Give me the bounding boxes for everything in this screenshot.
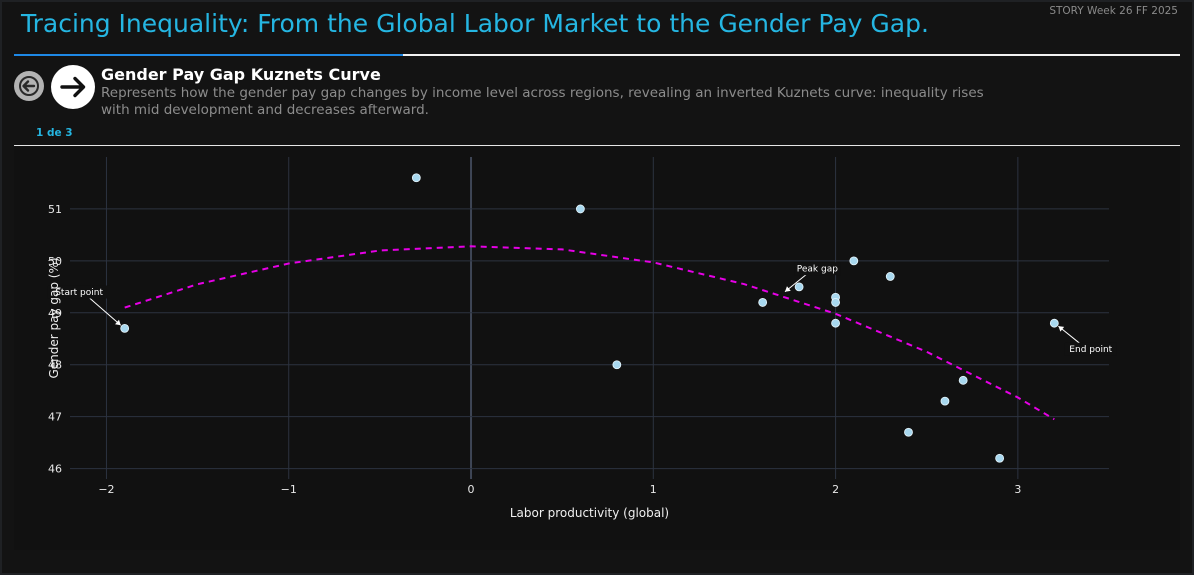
point-layer [120, 173, 1059, 463]
y-tick-label: 48 [48, 359, 62, 372]
y-tick-label: 49 [48, 307, 62, 320]
chart-panel: Start point Peak gap End point −2 −1 0 1 2 3 46 4… [14, 147, 1180, 550]
annotation-arrowhead [784, 286, 791, 292]
previous-slide-button[interactable] [14, 71, 44, 101]
data-point[interactable] [995, 453, 1005, 463]
trend-line [124, 245, 1055, 421]
y-axis-title: Gender pay gap (%) [47, 257, 61, 378]
arrow-right-icon [60, 76, 86, 98]
y-tick-label: 50 [48, 255, 62, 268]
annotation-label-bg [1064, 342, 1117, 356]
data-point[interactable] [575, 204, 585, 214]
y-tick-label: 47 [48, 411, 62, 424]
trend-layer [124, 245, 1055, 421]
slide-divider [14, 145, 1180, 146]
data-point[interactable] [758, 298, 768, 307]
tick-layer: −2 −1 0 1 2 3 46 47 48 49 50 51 [48, 203, 1021, 496]
annotation-label-bg [794, 262, 841, 276]
x-tick-label: −1 [281, 483, 297, 496]
arrow-left-icon [19, 76, 39, 96]
data-point[interactable] [831, 298, 840, 307]
data-point[interactable] [120, 323, 130, 333]
data-point[interactable] [849, 256, 859, 266]
slide-description: Represents how the gender pay gap change… [101, 85, 984, 118]
grid-layer [70, 157, 1109, 479]
slide-counter: 1 de 3 [36, 127, 73, 139]
data-point[interactable] [612, 360, 622, 370]
x-tick-label: 1 [650, 483, 657, 496]
x-tick-label: 2 [832, 483, 839, 496]
story-header: Tracing Inequality: From the Global Labo… [2, 2, 1192, 58]
annotation-label-bg [47, 285, 111, 299]
data-point[interactable] [958, 375, 968, 385]
annotation-arrow [86, 295, 122, 326]
annotation-arrow [1058, 325, 1083, 347]
annotation-arrow [784, 271, 810, 293]
data-point[interactable] [940, 396, 950, 406]
data-point[interactable] [1049, 318, 1059, 328]
story-title: Tracing Inequality: From the Global Labo… [21, 9, 929, 38]
data-point[interactable] [885, 272, 895, 281]
story-meta: STORY Week 26 FF 2025 [1049, 5, 1178, 17]
annotation-layer: Start point Peak gap End point [47, 262, 1117, 356]
y-tick-label: 51 [48, 203, 62, 216]
data-point[interactable] [831, 318, 840, 328]
scatter-chart: Start point Peak gap End point −2 −1 0 1 2 3 46 4… [47, 157, 1117, 520]
story-progress-bar [14, 54, 403, 56]
x-tick-label: 0 [468, 483, 475, 496]
x-tick-label: −2 [98, 483, 114, 496]
annotation-label: Start point [55, 288, 103, 298]
data-point[interactable] [411, 173, 421, 183]
next-slide-button[interactable] [51, 65, 95, 109]
annotation-arrowhead [1058, 326, 1065, 332]
data-point[interactable] [794, 282, 804, 292]
data-point[interactable] [904, 427, 913, 437]
story-divider [14, 54, 1180, 56]
slide-title: Gender Pay Gap Kuznets Curve [101, 65, 381, 84]
x-axis-title: Labor productivity (global) [510, 506, 669, 520]
y-tick-label: 46 [48, 463, 62, 476]
annotation-arrowhead [115, 319, 121, 326]
annotation-label: Peak gap [797, 265, 838, 275]
x-tick-label: 3 [1014, 483, 1021, 496]
annotation-label: End point [1069, 345, 1112, 355]
